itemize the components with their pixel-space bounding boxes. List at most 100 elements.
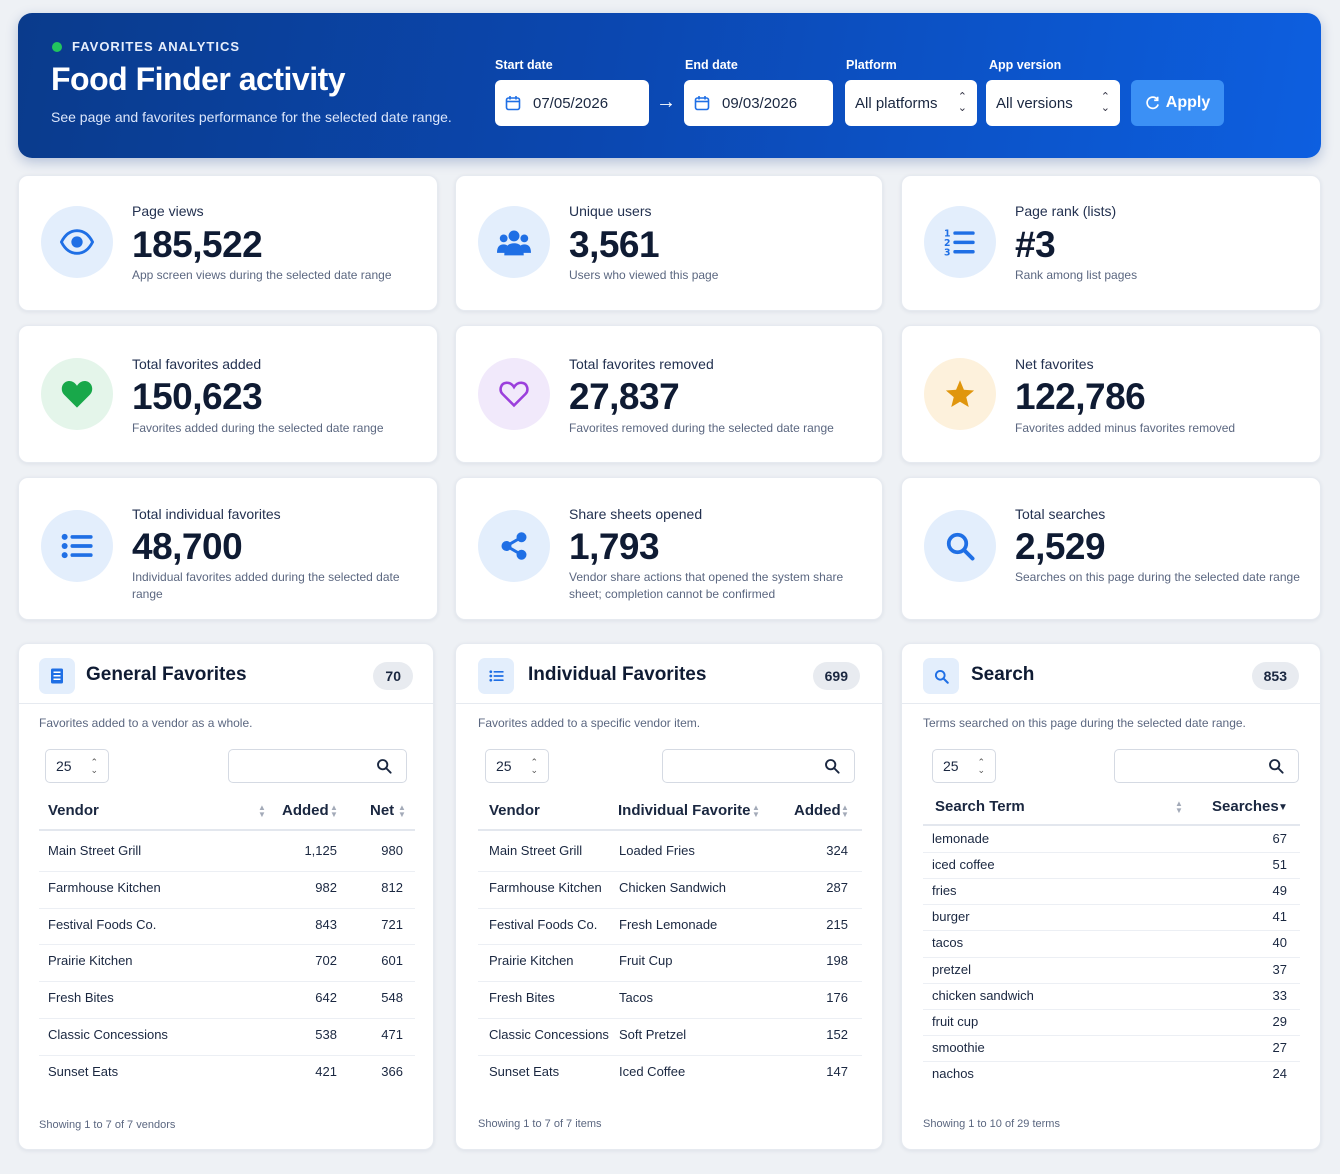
- vendor-cell: Sunset Eats: [48, 1063, 119, 1079]
- metric-card-total-searches: Total searches 2,529 Searches on this pa…: [901, 477, 1321, 620]
- metric-label: Page rank (lists): [1015, 203, 1117, 219]
- col-header-individual-favorite[interactable]: Individual Favorite: [618, 802, 751, 819]
- vendor-cell: Prairie Kitchen: [48, 953, 133, 969]
- added-cell: 152: [826, 1027, 848, 1042]
- sort-icon[interactable]: ▲ ▼: [1175, 799, 1183, 815]
- added-cell: 702: [315, 953, 337, 969]
- metric-desc: App screen views during the selected dat…: [132, 268, 392, 282]
- page-header: FAVORITES ANALYTICS Food Finder activity…: [18, 13, 1321, 158]
- sort-icon[interactable]: ▲ ▼: [258, 803, 266, 819]
- metric-card-individual-favorites: Total individual favorites 48,700 Indivi…: [18, 477, 438, 620]
- metric-card-page-views: Page views 185,522 App screen views duri…: [18, 175, 438, 311]
- header-divider: [478, 829, 862, 831]
- version-select[interactable]: All versions ⌃ ⌄: [986, 80, 1120, 126]
- search-input[interactable]: [228, 749, 407, 783]
- list-icon: [478, 658, 514, 694]
- search-input[interactable]: [662, 749, 855, 783]
- apply-button[interactable]: Apply: [1131, 80, 1224, 126]
- document-icon: [39, 658, 75, 694]
- row-divider: [478, 907, 862, 909]
- users-icon: [478, 206, 550, 278]
- row-divider: [39, 870, 415, 872]
- start-date-input[interactable]: 07/05/2026: [495, 80, 649, 126]
- added-cell: 421: [315, 1063, 337, 1079]
- eye-icon: [41, 206, 113, 278]
- row-divider: [478, 944, 862, 946]
- search-term-cell: nachos: [932, 1065, 974, 1081]
- sort-icon[interactable]: ▲ ▼: [398, 803, 406, 819]
- net-cell: 471: [381, 1027, 403, 1042]
- metric-value: #3: [1015, 224, 1056, 265]
- row-divider: [923, 1060, 1300, 1062]
- platform-select[interactable]: All platforms ⌃ ⌄: [845, 80, 977, 126]
- vendor-cell: Festival Foods Co.: [48, 916, 157, 932]
- search-term-cell: iced coffee: [932, 857, 995, 873]
- net-cell: 721: [381, 916, 403, 932]
- item-cell: Fruit Cup: [619, 953, 673, 969]
- divider: [902, 703, 1320, 704]
- col-header-search-term[interactable]: Search Term: [935, 798, 1025, 815]
- page-size-select[interactable]: 25 ⌃ ⌄: [932, 749, 996, 783]
- metric-card-share-sheets: Share sheets opened 1,793 Vendor share a…: [455, 477, 883, 620]
- individual-favorites-panel: Individual Favorites 699 Favorites added…: [455, 643, 883, 1150]
- sort-icon[interactable]: ▲ ▼: [752, 803, 760, 819]
- metric-label: Net favorites: [1015, 356, 1094, 372]
- end-date-value: 09/03/2026: [722, 94, 798, 112]
- row-divider: [923, 852, 1300, 854]
- added-cell: 324: [826, 843, 848, 858]
- metric-value: 3,561: [569, 224, 660, 265]
- search-icon: [923, 658, 959, 694]
- metric-desc: Vendor share actions that opened the sys…: [569, 570, 844, 601]
- heart-icon: [41, 358, 113, 430]
- col-header-vendor[interactable]: Vendor: [489, 802, 540, 819]
- searches-cell: 67: [1272, 831, 1287, 846]
- end-date-input[interactable]: 09/03/2026: [684, 80, 833, 126]
- search-term-cell: chicken sandwich: [932, 987, 1034, 1003]
- row-divider: [39, 907, 415, 909]
- page-size-select[interactable]: 25 ⌃ ⌄: [485, 749, 549, 783]
- col-header-net[interactable]: Net: [370, 802, 395, 819]
- apply-label: Apply: [1165, 94, 1211, 111]
- searches-cell: 24: [1272, 1065, 1287, 1081]
- added-cell: 215: [826, 916, 848, 932]
- page-size-value: 25: [943, 758, 959, 774]
- status-dot: [52, 41, 62, 52]
- svg-text:3: 3: [944, 247, 951, 257]
- search-icon: [1269, 759, 1284, 774]
- sort-desc-icon[interactable]: ▼: [1278, 802, 1288, 813]
- start-date-label: Start date: [495, 58, 553, 72]
- panel-desc: Favorites added to a vendor as a whole.: [39, 716, 253, 730]
- col-header-searches[interactable]: Searches: [1212, 798, 1279, 815]
- metric-label: Total searches: [1015, 506, 1106, 522]
- net-cell: 601: [381, 953, 403, 969]
- added-cell: 1,125: [304, 843, 337, 858]
- row-divider: [478, 1054, 862, 1056]
- col-header-added[interactable]: Added: [282, 802, 329, 819]
- panel-desc: Favorites added to a specific vendor ite…: [478, 716, 701, 730]
- sort-icon[interactable]: ▲ ▼: [330, 803, 338, 819]
- item-cell: Tacos: [619, 990, 653, 1006]
- col-header-added[interactable]: Added: [794, 802, 841, 819]
- metric-card-favorites-added: Total favorites added 150,623 Favorites …: [18, 325, 438, 463]
- metric-value: 1,793: [569, 526, 660, 567]
- count-badge: 853: [1251, 662, 1299, 690]
- metric-label: Unique users: [569, 203, 652, 219]
- search-input[interactable]: [1114, 749, 1299, 783]
- added-cell: 176: [826, 990, 848, 1006]
- page-subtitle: See page and favorites performance for t…: [51, 109, 452, 125]
- searches-cell: 37: [1272, 961, 1287, 977]
- page-size-select[interactable]: 25 ⌃ ⌄: [45, 749, 109, 783]
- panel-title: Individual Favorites: [528, 664, 707, 685]
- metric-value: 27,837: [569, 376, 680, 417]
- metric-label: Total individual favorites: [132, 506, 281, 522]
- vendor-cell: Prairie Kitchen: [489, 953, 574, 969]
- sort-icon[interactable]: ▲ ▼: [841, 803, 849, 819]
- calendar-icon: [694, 96, 710, 111]
- refresh-icon: [1146, 95, 1159, 109]
- row-divider: [923, 904, 1300, 906]
- col-header-vendor[interactable]: Vendor: [48, 802, 99, 819]
- added-cell: 538: [315, 1027, 337, 1042]
- list-icon: [41, 510, 113, 582]
- page-size-value: 25: [56, 758, 72, 774]
- search-term-cell: tacos: [932, 935, 964, 951]
